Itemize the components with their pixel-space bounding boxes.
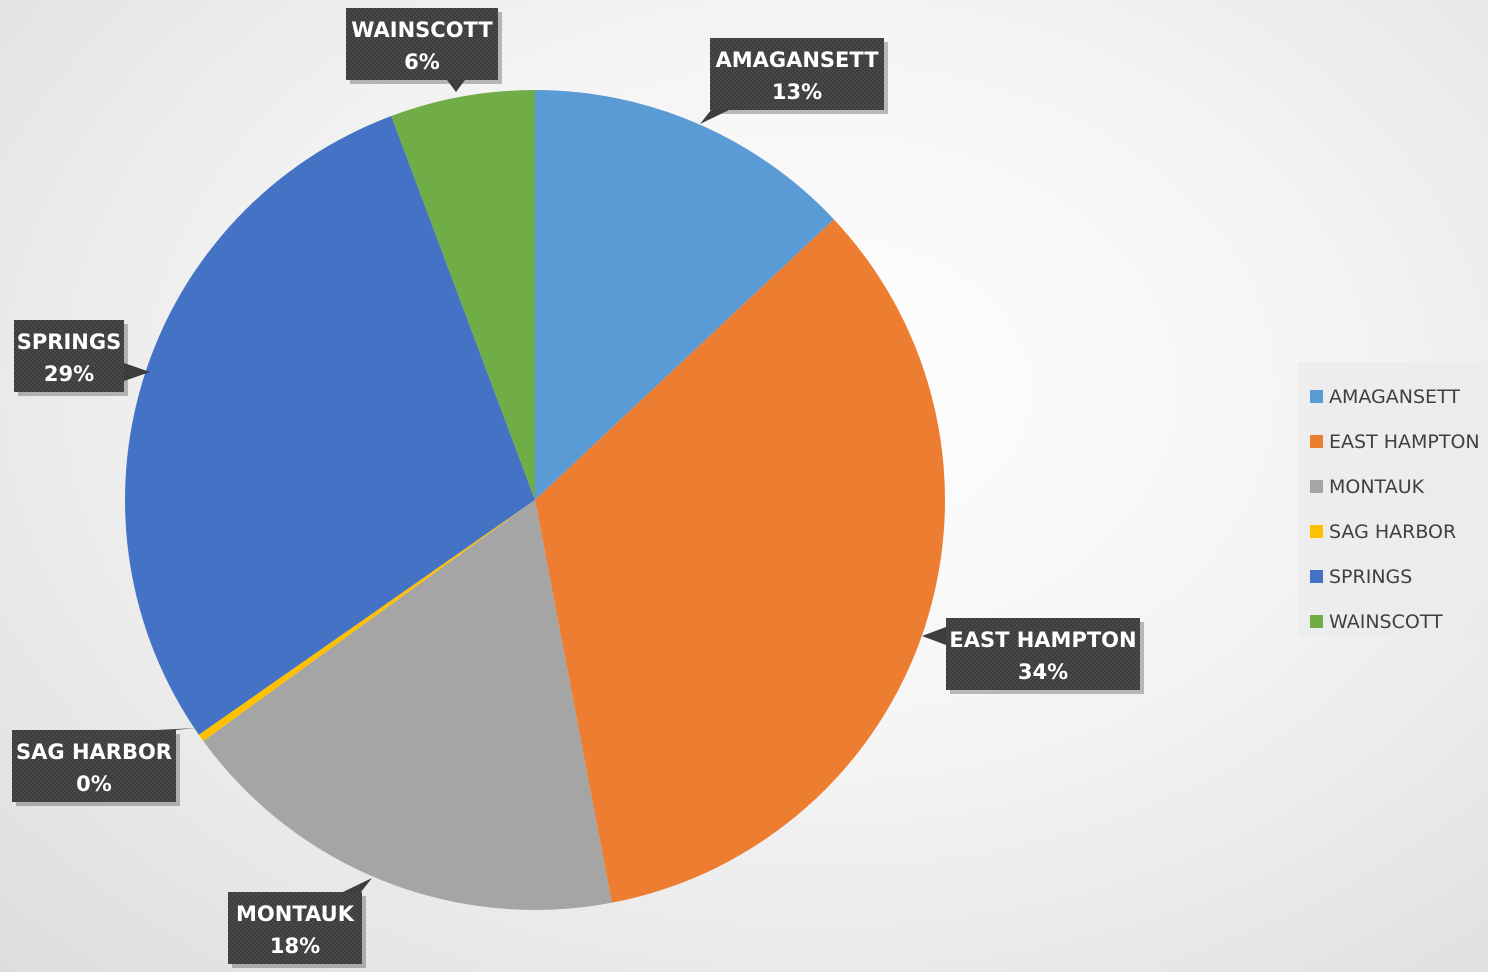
- legend-label: SPRINGS: [1329, 565, 1413, 588]
- data-label-amagansett: AMAGANSETT 13%: [700, 38, 888, 124]
- legend-swatch: [1310, 525, 1323, 538]
- legend-label: EAST HAMPTON: [1329, 430, 1480, 453]
- legend-label: WAINSCOTT: [1329, 610, 1443, 633]
- legend: AMAGANSETT EAST HAMPTON MONTAUK SAG HARBOR S…: [1298, 362, 1488, 636]
- legend-swatch: [1310, 390, 1323, 403]
- data-label-category: SAG HARBOR: [16, 740, 172, 764]
- legend-item-east-hampton: EAST HAMPTON: [1310, 419, 1488, 464]
- pie-slice-springs: [125, 116, 536, 735]
- data-label-percent: 34%: [1018, 660, 1068, 684]
- data-label-wainscott: WAINSCOTT 6%: [346, 8, 502, 92]
- legend-label: AMAGANSETT: [1329, 385, 1460, 408]
- data-label-percent: 29%: [44, 362, 94, 386]
- legend-item-springs: SPRINGS: [1310, 554, 1488, 599]
- pie-slice-montauk: [203, 500, 612, 911]
- data-label-montauk: MONTAUK 18%: [228, 878, 372, 968]
- pie-slice-amagansett: [535, 90, 834, 500]
- data-label-category: AMAGANSETT: [715, 48, 879, 72]
- pie-slice-wainscott: [391, 90, 535, 500]
- legend-swatch: [1310, 570, 1323, 583]
- legend-swatch: [1310, 480, 1323, 493]
- data-label-east-hampton: EAST HAMPTON 34%: [922, 618, 1144, 694]
- data-label-category: EAST HAMPTON: [949, 628, 1136, 652]
- legend-item-amagansett: AMAGANSETT: [1310, 374, 1488, 419]
- data-label-sag-harbor: SAG HARBOR 0%: [12, 728, 196, 806]
- legend-label: SAG HARBOR: [1329, 520, 1457, 543]
- legend-item-wainscott: WAINSCOTT: [1310, 599, 1488, 644]
- pie-slice-east-hampton: [535, 219, 945, 903]
- legend-swatch: [1310, 435, 1323, 448]
- data-label-percent: 18%: [270, 934, 320, 958]
- data-label-category: WAINSCOTT: [351, 18, 493, 42]
- data-label-percent: 13%: [772, 80, 822, 104]
- data-label-percent: 6%: [404, 50, 440, 74]
- pie-slice-sag-harbor: [198, 500, 535, 741]
- data-label-percent: 0%: [76, 772, 112, 796]
- legend-label: MONTAUK: [1329, 475, 1425, 498]
- data-label-category: MONTAUK: [236, 902, 355, 926]
- legend-item-montauk: MONTAUK: [1310, 464, 1488, 509]
- legend-item-sag-harbor: SAG HARBOR: [1310, 509, 1488, 554]
- legend-swatch: [1310, 615, 1323, 628]
- data-label-springs: SPRINGS 29%: [14, 320, 150, 396]
- data-label-category: SPRINGS: [17, 330, 121, 354]
